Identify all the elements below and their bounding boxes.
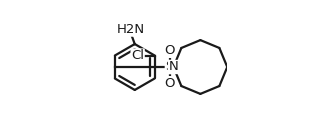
Text: Cl: Cl [131, 49, 144, 62]
Text: S: S [165, 60, 174, 74]
Text: N: N [169, 60, 178, 74]
Text: O: O [164, 77, 175, 90]
Text: O: O [164, 44, 175, 57]
Text: H2N: H2N [117, 23, 145, 36]
